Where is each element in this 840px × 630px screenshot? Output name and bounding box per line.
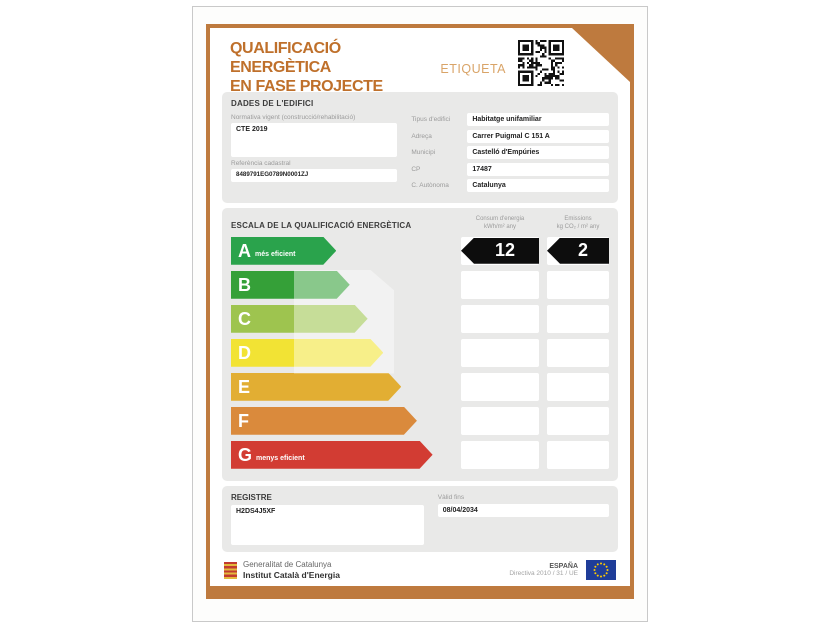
building-field-row: Municipi Castelló d'Empúries: [411, 146, 609, 159]
emissions-cell: [547, 338, 609, 367]
consum-cell: 12: [461, 236, 539, 265]
energy-scale-panel: ESCALA DE LA QUALIFICACIÓ ENERGÈTICA Con…: [222, 207, 618, 481]
adreca-label: Adreça: [411, 132, 432, 140]
header: QUALIFICACIÓ ENERGÈTICA EN FASE PROJECTE…: [222, 33, 618, 95]
normativa-label: Normativa vigent (construcció/rehabilita…: [231, 114, 356, 121]
rating-bar-f: F: [231, 407, 417, 435]
registre-field: H2DS4J5XF: [231, 504, 424, 545]
title-line-2: EN FASE PROJECTE: [230, 77, 383, 95]
etiqueta-label: ETIQUETA: [440, 62, 506, 76]
valid-until-field: 08/04/2034: [437, 503, 609, 517]
autonoma-label: C. Autònoma: [411, 182, 449, 189]
scale-row-e: E: [231, 372, 609, 402]
building-field-row: C. Autònoma Catalunya: [411, 179, 609, 192]
org-name: Generalitat de Catalunya Institut Català…: [243, 560, 509, 581]
emissions-cell: [547, 440, 609, 469]
consum-cell: [461, 406, 539, 435]
certificate-frame: QUALIFICACIÓ ENERGÈTICA EN FASE PROJECTE…: [206, 24, 634, 599]
scale-section-title: ESCALA DE LA QUALIFICACIÓ ENERGÈTICA: [231, 220, 412, 230]
consum-cell: [461, 270, 539, 299]
consum-cell: [461, 372, 539, 401]
page-title: QUALIFICACIÓ ENERGÈTICA EN FASE PROJECTE: [230, 40, 440, 97]
building-field-row: Adreça Carrer Puigmal C 151 A: [411, 129, 609, 143]
adreca-field: Carrer Puigmal C 151 A: [467, 129, 609, 143]
registre-panel: REGISTRE H2DS4J5XF Vàlid fins 08/04/2034: [222, 485, 618, 552]
org-line-2: Institut Català d'Energia: [243, 569, 340, 580]
scale-header: ESCALA DE LA QUALIFICACIÓ ENERGÈTICA Con…: [231, 215, 609, 231]
cadastral-field: 8489791EG0789N0001ZJ: [231, 169, 398, 182]
emissions-cell: 2: [547, 236, 609, 265]
title-line-1: QUALIFICACIÓ ENERGÈTICA: [230, 40, 341, 76]
consum-column-header: Consum d'energia kWh/m² any: [475, 215, 525, 230]
directive-label: Directiva 2010 / 31 / UE: [509, 570, 578, 577]
building-right-column: Tipus d'edifici Habitatge unifamiliar Ad…: [411, 111, 609, 196]
emissions-value-badge: 2: [547, 237, 609, 264]
scale-row-d: D: [231, 338, 609, 368]
eu-flag-icon: [586, 560, 616, 580]
building-field-row: CP 17487: [411, 162, 609, 176]
qr-code-icon: [518, 40, 564, 86]
consum-cell: [461, 440, 539, 469]
building-data-panel: DADES DE L'EDIFICI Normativa vigent (con…: [222, 92, 618, 203]
building-field-row: Tipus d'edifici Habitatge unifamiliar: [411, 113, 609, 126]
rating-bar-c: C: [231, 305, 368, 333]
cp-label: CP: [411, 165, 421, 173]
emissions-cell: [547, 406, 609, 435]
certificate-content: QUALIFICACIÓ ENERGÈTICA EN FASE PROJECTE…: [210, 28, 630, 586]
emissions-cell: [547, 372, 609, 401]
country-label: ESPAÑA: [549, 563, 578, 570]
building-left-column: Normativa vigent (construcció/rehabilita…: [231, 111, 398, 196]
rating-bar-b: B: [231, 271, 350, 299]
registre-label: REGISTRE: [231, 492, 272, 502]
scale-row-b: B: [231, 270, 609, 300]
registre-right: Vàlid fins 08/04/2034: [437, 493, 609, 545]
consum-cell: [461, 304, 539, 333]
autonoma-field: Catalunya: [467, 179, 609, 192]
footer: Generalitat de Catalunya Institut Català…: [222, 560, 618, 581]
cp-field: 17487: [467, 162, 609, 176]
scale-row-c: C: [231, 304, 609, 334]
tipus-field: Habitatge unifamiliar: [467, 113, 609, 126]
directive-text: ESPAÑA Directiva 2010 / 31 / UE: [509, 563, 578, 577]
rating-bar-e: E: [231, 373, 401, 401]
building-section-title: DADES DE L'EDIFICI: [231, 99, 314, 108]
normativa-field: CTE 2019: [231, 123, 398, 157]
municipi-field: Castelló d'Empúries: [467, 146, 609, 159]
municipi-label: Municipi: [411, 149, 436, 156]
emissions-cell: [547, 270, 609, 299]
emissions-cell: [547, 304, 609, 333]
org-line-1: Generalitat de Catalunya: [243, 559, 332, 569]
consum-cell: [461, 338, 539, 367]
generalitat-logo-icon: [224, 561, 237, 579]
valid-until-label: Vàlid fins: [437, 493, 465, 501]
tipus-label: Tipus d'edifici: [411, 116, 451, 123]
registre-left: REGISTRE H2DS4J5XF: [231, 493, 424, 545]
certificate-page: QUALIFICACIÓ ENERGÈTICA EN FASE PROJECTE…: [192, 6, 648, 622]
consum-value-badge: 12: [461, 237, 539, 264]
cadastral-label: Referència cadastral: [231, 160, 291, 167]
emissions-column-header: Emissions kg CO₂ / m² any: [556, 215, 600, 230]
scale-row-f: F: [231, 406, 609, 436]
rating-bar-d: D: [231, 339, 383, 367]
